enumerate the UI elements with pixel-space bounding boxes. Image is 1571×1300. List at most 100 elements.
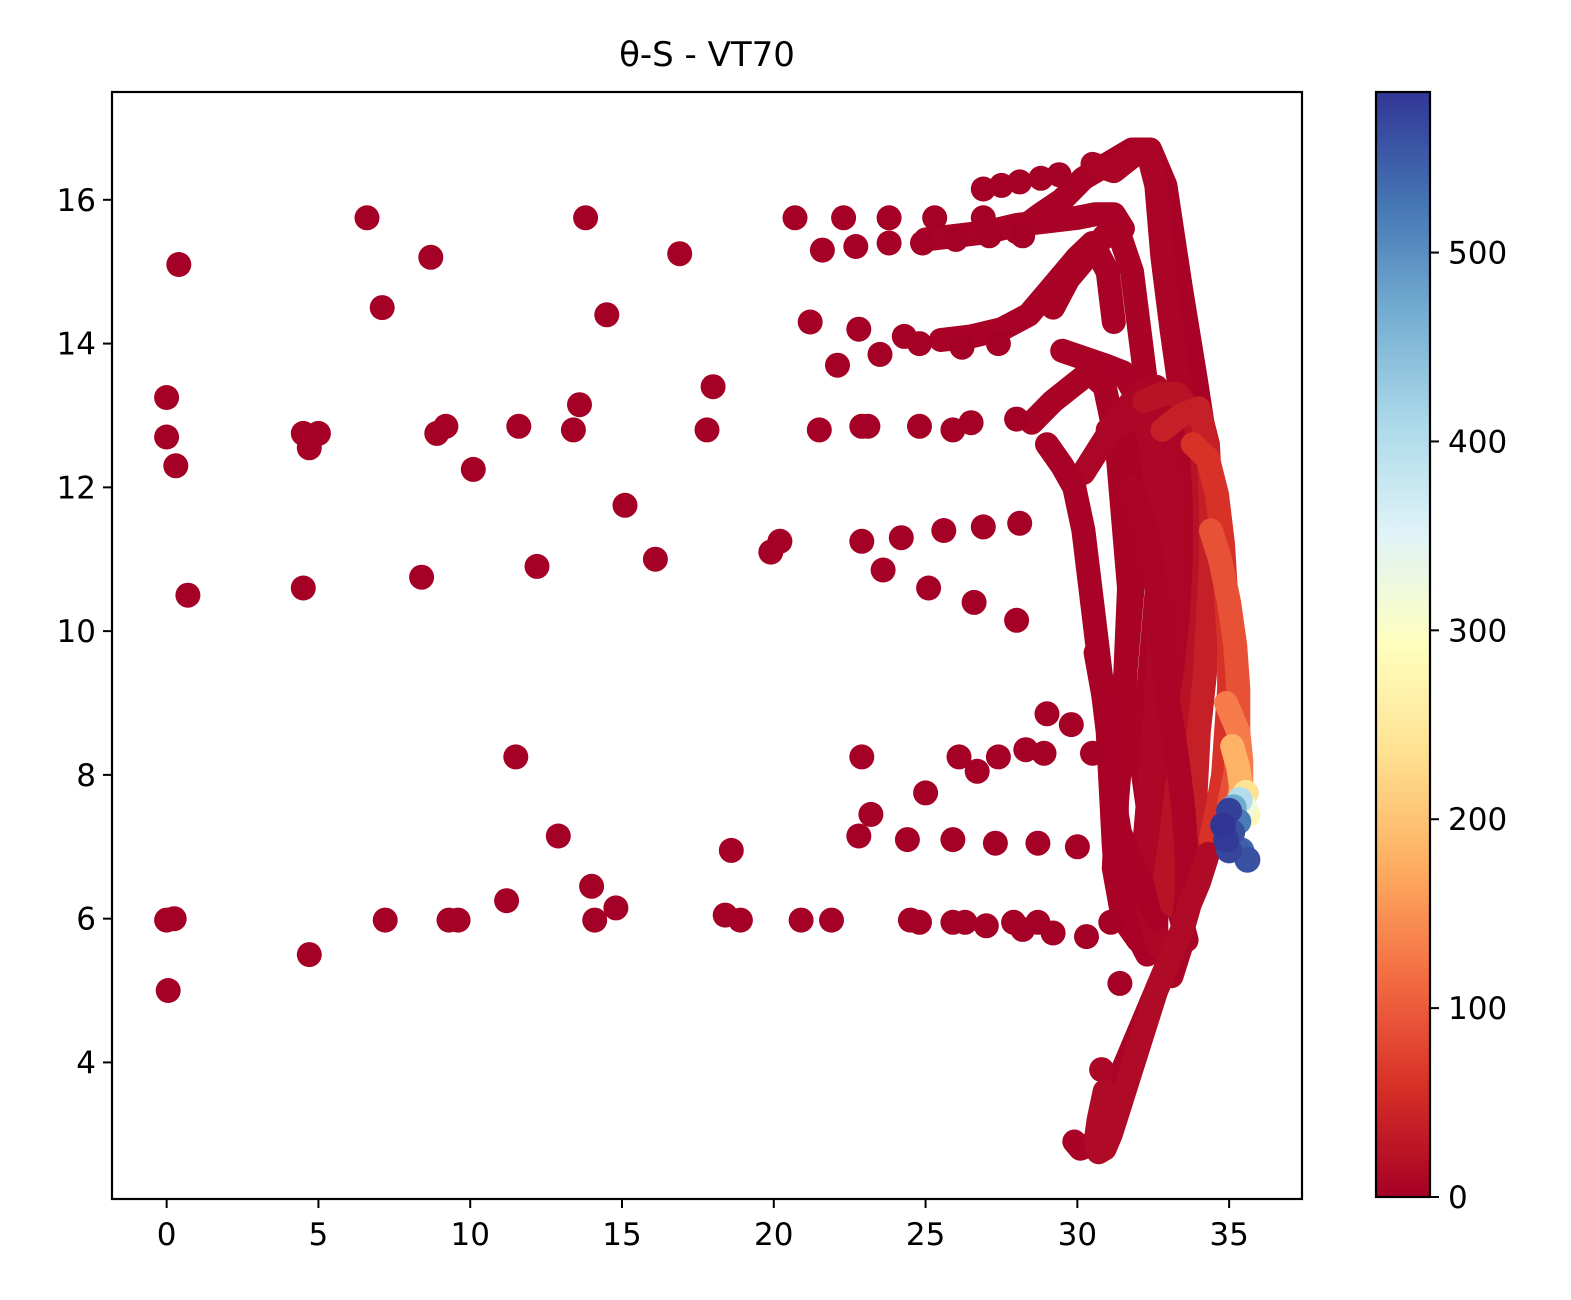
- colorbar-tick-label: 300: [1448, 613, 1507, 649]
- scatter-point: [1040, 920, 1066, 946]
- scatter-point: [982, 830, 1008, 856]
- scatter-point: [843, 234, 869, 259]
- scatter-point: [846, 823, 872, 849]
- scatter-point: [1034, 701, 1060, 727]
- y-tick-label: 4: [76, 1045, 96, 1081]
- scatter-point: [445, 907, 471, 933]
- scatter-point: [907, 909, 932, 935]
- scatter-point: [594, 302, 620, 328]
- scatter-point: [603, 895, 629, 921]
- scatter-point: [1107, 970, 1133, 996]
- scatter-point: [460, 456, 486, 482]
- scatter-point: [946, 744, 972, 770]
- x-tick-label: 0: [157, 1217, 177, 1253]
- x-tick-label: 30: [1058, 1217, 1097, 1253]
- scatter-point: [1010, 223, 1036, 249]
- scatter-point: [154, 424, 180, 450]
- scatter-point: [290, 575, 316, 601]
- scatter-point: [894, 827, 920, 853]
- path-layer: [913, 137, 1254, 1165]
- scatter-point: [949, 334, 975, 360]
- plot-area: [154, 137, 1261, 1165]
- scatter-point: [888, 525, 914, 551]
- scatter-point: [855, 413, 881, 439]
- scatter-point: [305, 420, 331, 446]
- scatter-point: [369, 295, 395, 321]
- scatter-point: [985, 331, 1011, 357]
- scatter-point: [870, 557, 896, 583]
- scatter-point: [667, 241, 693, 267]
- scatter-point: [1080, 740, 1105, 766]
- scatter-point: [916, 575, 942, 601]
- x-tick-label: 15: [602, 1217, 641, 1253]
- scatter-point: [1007, 510, 1033, 536]
- colorbar-frame: [1374, 90, 1432, 1199]
- scatter-point: [154, 385, 180, 410]
- scatter-point: [952, 909, 978, 935]
- high-value-point-layer: [1210, 779, 1261, 873]
- scatter-point: [782, 205, 808, 231]
- y-tick-label: 6: [76, 902, 96, 938]
- trajectory-path: [1083, 842, 1220, 1165]
- scatter-point: [907, 413, 932, 439]
- scatter-point: [409, 564, 435, 590]
- x-tick-label: 5: [309, 1217, 329, 1253]
- scatter-point: [1004, 406, 1030, 432]
- scatter-point: [858, 801, 884, 827]
- plot-frame: [110, 90, 1304, 1201]
- scatter-point: [1025, 830, 1051, 856]
- scatter-point: [560, 417, 586, 443]
- colorbar-ticks: 0 100 200 300 400 500: [1430, 236, 1507, 1216]
- colorbar: 0 100 200 300 400 500: [1374, 90, 1507, 1216]
- scatter-point: [1007, 169, 1033, 195]
- scatter-point: [354, 205, 380, 231]
- scatter-point: [1064, 834, 1090, 860]
- scatter-point: [964, 758, 990, 784]
- y-tick-label: 12: [57, 470, 96, 506]
- scatter-point: [506, 413, 532, 439]
- scatter-point: [876, 205, 902, 231]
- scatter-point: [809, 237, 835, 263]
- scatter-point: [819, 907, 844, 933]
- scatter-point: [825, 352, 850, 378]
- scatter-point: [970, 514, 996, 540]
- scatter-point: [567, 392, 592, 418]
- colorbar-gradient: [1376, 92, 1430, 1197]
- scatter-point: [1031, 740, 1057, 766]
- scatter-point: [867, 341, 893, 367]
- scatter-point: [612, 492, 638, 518]
- scatter-point: [727, 907, 753, 933]
- y-axis: 4 6 8 10 12 14 16: [57, 183, 112, 1081]
- scatter-point: [503, 744, 529, 770]
- scatter-point: [961, 589, 987, 615]
- scatter-point: [718, 837, 744, 863]
- y-tick-label: 14: [57, 327, 96, 363]
- point-layer: [154, 162, 1133, 1083]
- scatter-point: [876, 230, 902, 256]
- colorbar-tick-label: 100: [1448, 991, 1507, 1027]
- scatter-point: [582, 907, 608, 933]
- scatter-point-high: [1210, 812, 1237, 839]
- scatter-point: [1004, 607, 1030, 633]
- scatter-point: [831, 205, 857, 231]
- scatter-point: [922, 205, 948, 231]
- scatter-point: [1058, 712, 1084, 738]
- colorbar-tick-label: 500: [1448, 236, 1507, 272]
- colorbar-tick-label: 0: [1448, 1180, 1468, 1216]
- scatter-point: [1046, 162, 1072, 188]
- y-tick-label: 8: [76, 758, 96, 794]
- scatter-point: [976, 223, 1002, 249]
- scatter-point: [849, 528, 875, 554]
- x-tick-label: 25: [906, 1217, 945, 1253]
- scatter-point: [767, 528, 793, 554]
- scatter-point: [545, 823, 571, 849]
- scatter-point: [1074, 924, 1099, 950]
- x-tick-label: 35: [1209, 1217, 1248, 1253]
- scatter-point: [579, 873, 605, 899]
- trajectory-path: [1150, 396, 1223, 866]
- scatter-point: [931, 518, 957, 543]
- scatter-point: [849, 744, 875, 770]
- scatter-point: [913, 780, 939, 806]
- scatter-point: [694, 417, 720, 443]
- scatter-point: [155, 978, 181, 1003]
